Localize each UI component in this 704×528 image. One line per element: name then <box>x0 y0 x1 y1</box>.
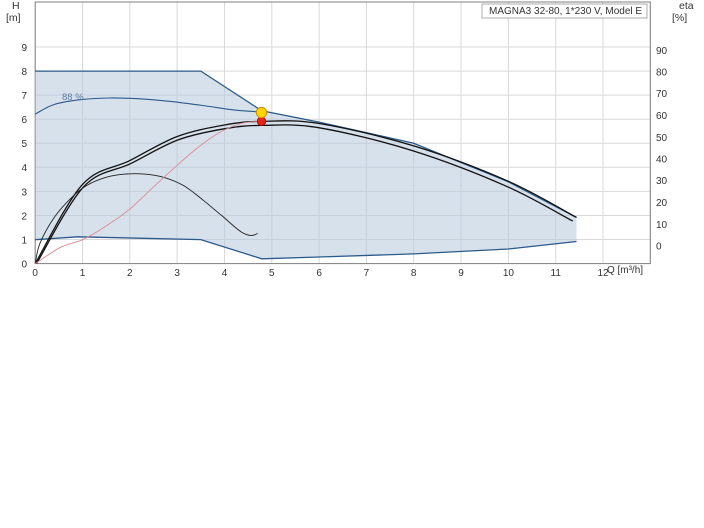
svg-text:11: 11 <box>551 268 562 279</box>
svg-text:5: 5 <box>269 268 275 279</box>
svg-text:30: 30 <box>656 176 668 187</box>
svg-text:MAGNA3 32-80, 1*230 V, Model E: MAGNA3 32-80, 1*230 V, Model E <box>489 6 642 17</box>
svg-text:2: 2 <box>127 268 133 279</box>
svg-text:0: 0 <box>656 242 662 253</box>
svg-text:5: 5 <box>21 139 27 150</box>
svg-text:2: 2 <box>21 211 27 222</box>
svg-text:4: 4 <box>21 163 27 174</box>
svg-text:88 %: 88 % <box>62 92 84 103</box>
svg-text:[%]: [%] <box>672 12 687 24</box>
svg-text:3: 3 <box>174 268 180 279</box>
svg-text:6: 6 <box>21 115 27 126</box>
svg-text:10: 10 <box>656 220 668 231</box>
svg-text:40: 40 <box>656 155 668 166</box>
svg-text:8: 8 <box>411 268 417 279</box>
svg-text:0: 0 <box>32 268 38 279</box>
svg-text:8: 8 <box>21 67 27 78</box>
svg-text:[m]: [m] <box>6 12 21 24</box>
svg-text:70: 70 <box>656 89 668 100</box>
svg-text:3: 3 <box>21 187 27 198</box>
svg-text:80: 80 <box>656 68 668 79</box>
svg-text:6: 6 <box>316 268 322 279</box>
svg-text:4: 4 <box>222 268 228 279</box>
svg-text:eta: eta <box>679 0 694 12</box>
svg-text:Q [m³/h]: Q [m³/h] <box>607 265 643 276</box>
svg-text:7: 7 <box>21 91 27 102</box>
svg-text:7: 7 <box>364 268 370 279</box>
svg-text:H: H <box>12 0 20 12</box>
svg-text:60: 60 <box>656 111 668 122</box>
svg-text:1: 1 <box>80 268 86 279</box>
svg-text:1: 1 <box>21 235 27 246</box>
svg-text:9: 9 <box>21 43 27 54</box>
svg-text:0: 0 <box>21 260 27 271</box>
svg-text:10: 10 <box>503 268 515 279</box>
svg-text:9: 9 <box>458 268 464 279</box>
svg-text:50: 50 <box>656 133 668 144</box>
svg-text:90: 90 <box>656 46 668 57</box>
svg-text:20: 20 <box>656 198 668 209</box>
